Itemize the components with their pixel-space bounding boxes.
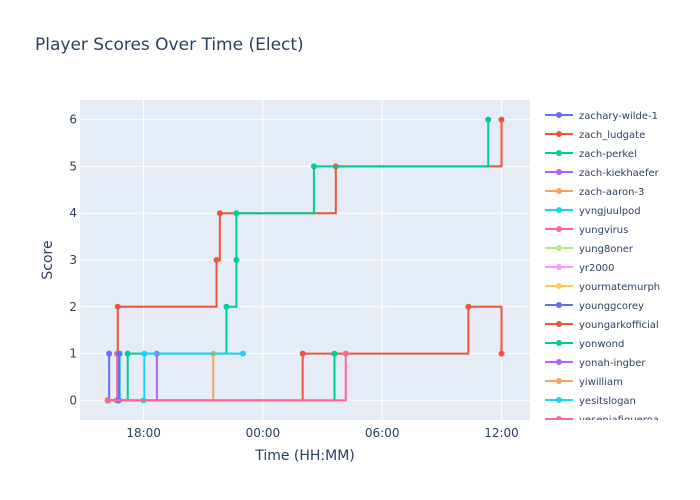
legend-item[interactable]: yourmatemurph <box>545 282 660 293</box>
y-tick-label: 4 <box>69 206 77 220</box>
legend-swatch-marker <box>556 150 562 156</box>
series-group <box>104 116 505 404</box>
legend-label: zach_ludgate <box>579 130 645 141</box>
x-tick-label: 06:00 <box>365 426 400 440</box>
legend-item[interactable]: yung8oner <box>545 244 634 255</box>
y-axis-title: Score <box>40 240 56 279</box>
legend-item[interactable]: youngarkofficial <box>545 320 659 331</box>
legend-swatch-marker <box>556 359 562 365</box>
data-point <box>485 116 492 123</box>
legend-swatch-marker <box>556 283 562 289</box>
series-yeseniafigueroa <box>104 350 349 404</box>
data-point <box>216 210 223 217</box>
legend-item[interactable]: zach-aaron-3 <box>545 187 644 198</box>
legend-swatch-marker <box>556 397 562 403</box>
data-point <box>310 163 317 170</box>
data-point <box>141 350 148 357</box>
legend-swatch-marker <box>556 112 562 118</box>
legend-label: zach-kiekhaefer <box>579 168 660 179</box>
y-tick-label: 2 <box>69 300 77 314</box>
data-point <box>465 303 472 310</box>
legend-item[interactable]: yeseniafigueroa <box>545 415 659 426</box>
data-point <box>223 303 230 310</box>
legend-item[interactable]: zach-perkel <box>545 149 637 160</box>
legend-item[interactable]: yonah-ingber <box>545 358 646 369</box>
data-point <box>240 350 247 357</box>
y-tick-label: 0 <box>69 393 77 407</box>
legend-swatch-marker <box>556 416 562 420</box>
y-tick-label: 1 <box>69 347 77 361</box>
data-point <box>233 257 240 263</box>
series-line <box>107 353 347 402</box>
legend-label: yesitslogan <box>579 396 636 407</box>
data-point <box>104 397 111 404</box>
legend-label: yvngjuulpod <box>579 206 641 217</box>
legend-item[interactable]: younggcorey <box>545 301 644 312</box>
legend-swatch-marker <box>556 226 562 232</box>
y-tick-label: 6 <box>69 113 77 127</box>
legend-item[interactable]: yvngjuulpod <box>545 206 641 217</box>
y-tick-labels: 0 1 2 3 4 5 6 <box>69 113 77 408</box>
y-tick-label: 3 <box>69 253 77 267</box>
x-tick-label: 00:00 <box>246 426 281 440</box>
legend-label: zachary-wilde-1 <box>579 111 658 122</box>
chart-title: Player Scores Over Time (Elect) <box>35 35 304 55</box>
data-point <box>213 257 220 263</box>
legend-item[interactable]: yiwilliam <box>545 377 623 388</box>
legend-item[interactable]: yonwond <box>545 339 624 350</box>
legend-item[interactable]: yr2000 <box>545 263 614 274</box>
y-tick-label: 5 <box>69 159 77 173</box>
data-point <box>116 350 123 357</box>
legend-item[interactable]: zach-kiekhaefer <box>545 168 660 179</box>
legend[interactable]: zachary-wilde-1 zach_ludgate zach-perkel za… <box>545 111 660 426</box>
data-point <box>342 350 349 357</box>
legend-swatch-marker <box>556 188 562 194</box>
legend-swatch-marker <box>556 321 562 327</box>
legend-swatch-marker <box>556 378 562 384</box>
data-point <box>498 116 505 123</box>
x-tick-labels: 18:00 00:00 06:00 12:00 <box>126 426 518 440</box>
legend-label: younggcorey <box>579 301 644 312</box>
legend-item[interactable]: zachary-wilde-1 <box>545 111 658 122</box>
data-point <box>299 350 306 357</box>
legend-label: youngarkofficial <box>579 320 659 331</box>
x-tick-label: 12:00 <box>484 426 519 440</box>
legend-label: yungvirus <box>579 225 628 236</box>
x-tick-label: 18:00 <box>126 426 161 440</box>
legend-label: yonah-ingber <box>579 358 646 369</box>
legend-label: yourmatemurph <box>579 282 660 293</box>
legend-swatch-marker <box>556 207 562 213</box>
legend-swatch-marker <box>556 131 562 137</box>
legend-items: zachary-wilde-1 zach_ludgate zach-perkel za… <box>545 111 660 426</box>
legend-item[interactable]: yungvirus <box>545 225 628 236</box>
legend-label: yiwilliam <box>579 377 623 388</box>
legend-label: yung8oner <box>579 244 634 255</box>
x-axis-title: Time (HH:MM) <box>254 448 355 464</box>
data-point <box>106 350 113 357</box>
legend-swatch-marker <box>556 302 562 308</box>
legend-label: yr2000 <box>579 263 614 274</box>
legend-swatch-marker <box>556 245 562 251</box>
legend-label: yonwond <box>579 339 624 350</box>
legend-swatch-marker <box>556 169 562 175</box>
legend-item[interactable]: zach_ludgate <box>545 130 645 141</box>
data-point <box>114 303 121 310</box>
data-point <box>233 210 240 217</box>
legend-label: yeseniafigueroa <box>579 415 659 426</box>
series-line <box>107 119 490 402</box>
data-point <box>124 350 131 357</box>
legend-label: zach-perkel <box>579 149 637 160</box>
data-point <box>331 350 338 357</box>
legend-label: zach-aaron-3 <box>579 187 644 198</box>
legend-item[interactable]: yesitslogan <box>545 396 636 407</box>
data-point <box>498 350 505 357</box>
legend-swatch-marker <box>556 264 562 270</box>
legend-swatch-marker <box>556 340 562 346</box>
